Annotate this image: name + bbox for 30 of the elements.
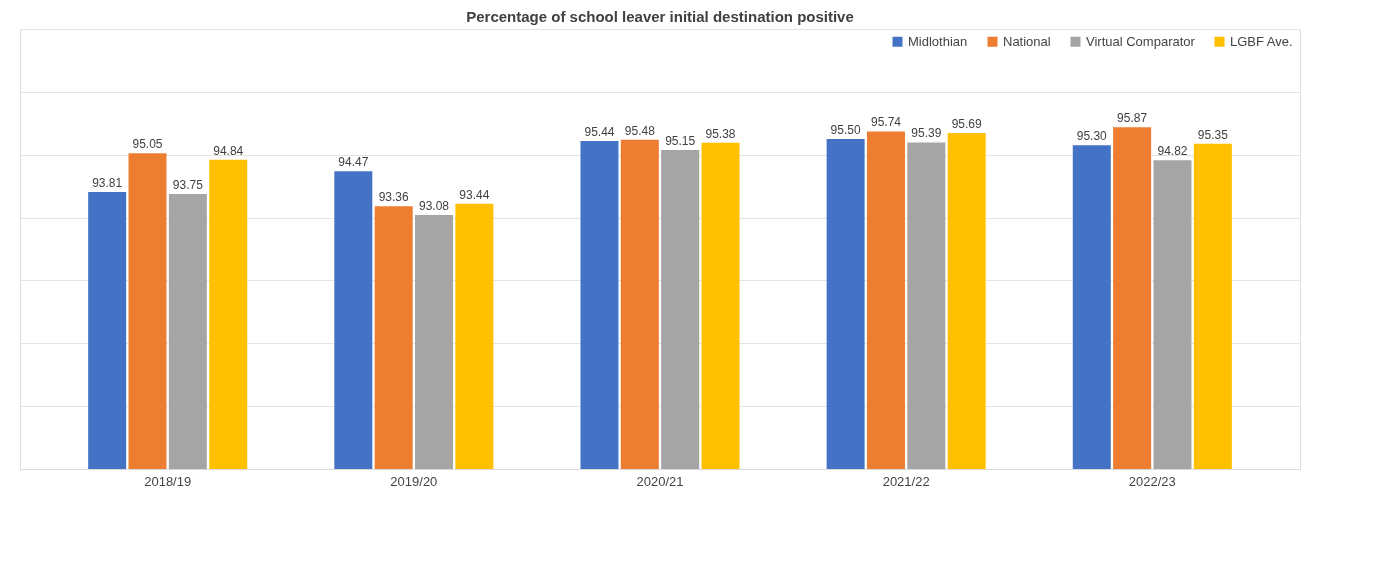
data-label: 95.87 (1117, 111, 1148, 126)
data-label: 95.30 (1076, 129, 1108, 144)
x-tick-label: 2021/22 (882, 473, 930, 489)
legend-label: LGBF Ave. (1230, 33, 1293, 49)
data-label: 94.82 (1157, 144, 1188, 159)
data-label: 93.36 (378, 190, 410, 205)
data-label: 95.38 (705, 126, 736, 141)
data-label: 95.50 (830, 123, 861, 137)
data-label: 94.84 (213, 143, 244, 158)
data-label: 95.44 (584, 124, 615, 139)
data-label: 93.08 (419, 199, 450, 214)
legend-label: National (1003, 33, 1051, 49)
data-label: 95.69 (951, 117, 983, 132)
x-tick-label: 2019/20 (390, 473, 438, 489)
data-label: 93.81 (92, 176, 123, 191)
legend-label: Midlothian (908, 33, 968, 49)
data-label: 93.75 (172, 178, 204, 192)
data-label: 95.05 (132, 137, 163, 152)
x-tick-label: 2020/21 (636, 473, 684, 489)
data-label: 95.35 (1197, 127, 1229, 142)
data-label: 95.48 (624, 123, 656, 138)
x-tick-label: 2022/23 (1128, 473, 1176, 489)
data-label: 95.39 (911, 126, 942, 141)
data-label: 93.44 (459, 187, 490, 202)
chart-title: Percentage of school leaver initial destination positive (466, 8, 854, 25)
legend-label: Virtual Comparator (1086, 33, 1196, 49)
x-tick-label: 2018/19 (144, 473, 192, 489)
data-label: 95.74 (870, 115, 902, 130)
data-label: 95.15 (665, 134, 696, 148)
data-label: 94.47 (338, 155, 369, 170)
